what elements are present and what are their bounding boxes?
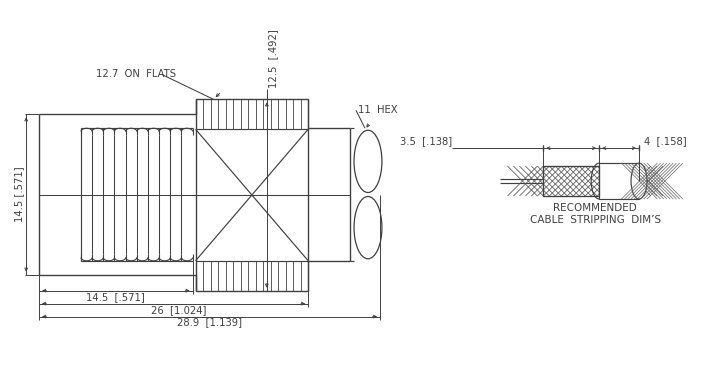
Text: 4  [.158]: 4 [.158] <box>644 136 687 146</box>
Text: RECOMMENDED: RECOMMENDED <box>553 203 637 213</box>
Text: 14.5  [.571]: 14.5 [.571] <box>86 292 145 302</box>
Text: 26  [1.024]: 26 [1.024] <box>151 305 207 315</box>
Text: 14.5 [.571]: 14.5 [.571] <box>14 167 24 222</box>
Text: CABLE  STRIPPING  DIM’S: CABLE STRIPPING DIM’S <box>530 215 661 225</box>
Text: 3.5  [.138]: 3.5 [.138] <box>400 136 451 146</box>
Text: 12.5  [.492]: 12.5 [.492] <box>268 30 278 88</box>
Ellipse shape <box>631 163 647 199</box>
Bar <box>544 166 599 196</box>
Bar <box>544 166 599 196</box>
Text: 28.9  [1.139]: 28.9 [1.139] <box>177 317 242 328</box>
Bar <box>599 163 639 199</box>
Text: 11  HEX: 11 HEX <box>358 105 397 115</box>
Text: 12.7  ON  FLATS: 12.7 ON FLATS <box>96 70 176 79</box>
